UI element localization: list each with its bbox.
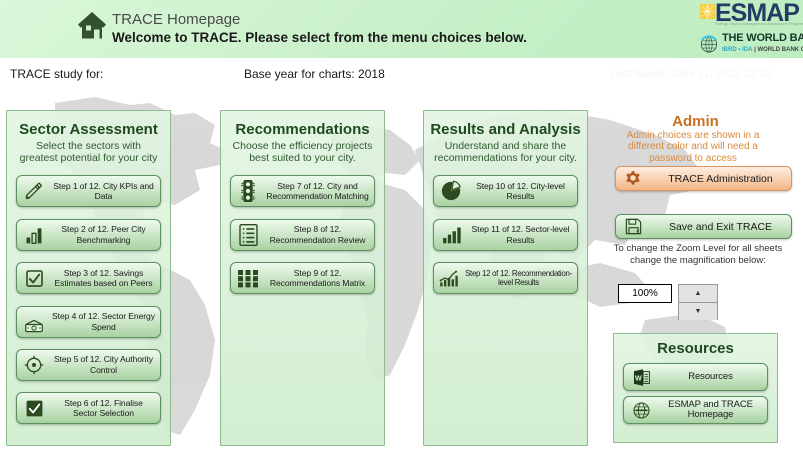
- svg-text:W: W: [634, 374, 641, 382]
- svg-text:WWW: WWW: [635, 407, 646, 412]
